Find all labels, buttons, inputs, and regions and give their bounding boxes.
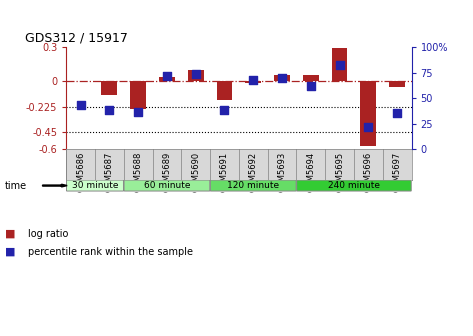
Point (192, 71, 200, 76)
Text: 120 minute: 120 minute (227, 181, 280, 190)
Bar (303, 75, 319, 81)
Text: GSM5697: GSM5697 (393, 152, 402, 192)
Point (249, 77, 257, 82)
Point (336, 63, 343, 68)
Point (77, 102, 84, 108)
Bar (245, 81, 261, 83)
Text: 30 minute: 30 minute (72, 181, 118, 190)
Bar (389, 81, 405, 87)
Point (365, 124, 372, 129)
Bar (332, 48, 348, 81)
Text: 60 minute: 60 minute (144, 181, 190, 190)
Point (105, 108, 113, 113)
Point (221, 108, 228, 113)
Text: GSM5689: GSM5689 (162, 152, 171, 192)
Text: GSM5691: GSM5691 (220, 152, 229, 192)
Point (307, 83, 315, 88)
FancyBboxPatch shape (124, 180, 210, 191)
Text: GSM5688: GSM5688 (134, 152, 143, 192)
Point (163, 73, 171, 78)
Text: GSM5695: GSM5695 (335, 152, 344, 192)
Text: percentile rank within the sample: percentile rank within the sample (28, 247, 193, 257)
Text: ■: ■ (5, 228, 15, 239)
Text: GSM5696: GSM5696 (364, 152, 373, 192)
Bar (102, 81, 117, 95)
Text: time: time (5, 180, 27, 191)
Bar (130, 81, 146, 109)
Bar (217, 81, 232, 100)
Text: GSM5687: GSM5687 (105, 152, 114, 192)
FancyBboxPatch shape (210, 180, 296, 191)
Text: ■: ■ (5, 247, 15, 257)
Text: 240 minute: 240 minute (328, 181, 380, 190)
Bar (159, 77, 175, 81)
FancyBboxPatch shape (67, 180, 123, 191)
Bar (188, 70, 203, 81)
Bar (274, 75, 290, 81)
Text: GSM5686: GSM5686 (76, 152, 85, 192)
Text: GDS312 / 15917: GDS312 / 15917 (25, 32, 128, 44)
Text: log ratio: log ratio (28, 228, 69, 239)
Bar (360, 81, 376, 145)
Point (278, 75, 286, 80)
Text: GSM5693: GSM5693 (278, 152, 287, 192)
Point (394, 111, 401, 116)
Text: GSM5692: GSM5692 (249, 152, 258, 192)
Point (134, 110, 142, 115)
FancyBboxPatch shape (297, 180, 411, 191)
Text: GSM5694: GSM5694 (307, 152, 315, 192)
Text: GSM5690: GSM5690 (191, 152, 200, 192)
